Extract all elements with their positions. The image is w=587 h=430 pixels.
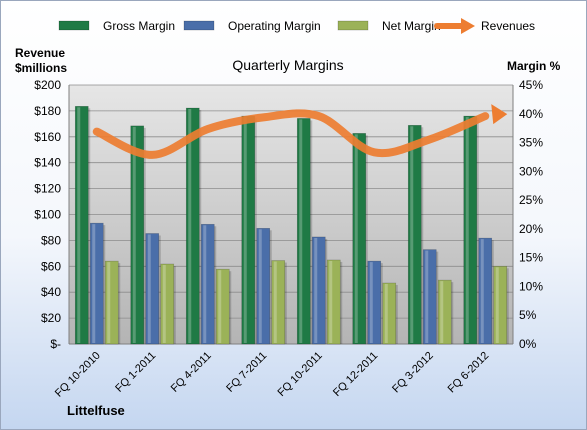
left-axis-tick-label: $40: [41, 285, 61, 299]
x-axis-tick-label: FQ 10-2010: [53, 350, 103, 400]
chart-title: Quarterly Margins: [232, 57, 343, 73]
operating-margin-bar: [367, 260, 382, 345]
right-axis-title: Margin %: [507, 59, 561, 73]
x-axis-tick-label: FQ 12-2011: [331, 350, 380, 399]
net-margin-bar: [493, 265, 508, 345]
operating-margin-bar: [311, 236, 326, 345]
left-axis-tick-label: $20: [41, 311, 61, 325]
left-axis-tick-label: $200: [34, 78, 61, 92]
operating-margin-bar: [145, 233, 160, 345]
net-margin-bar: [437, 279, 452, 345]
gross-margin-bar: [463, 115, 478, 345]
operating-margin-bar-highlight: [203, 225, 207, 343]
left-axis-tick-label: $100: [34, 208, 61, 222]
operating-margin-bar: [478, 237, 493, 345]
x-axis-tick-label: FQ 6-2012: [446, 350, 492, 396]
left-axis-tick-label: $140: [34, 156, 61, 170]
net-margin-bar-highlight: [495, 267, 499, 343]
operating-margin-bar-highlight: [147, 234, 151, 343]
x-axis-tick-label: FQ 7-2011: [224, 350, 269, 395]
legend-arrow-revenues: [461, 18, 475, 34]
right-axis-tick-label: 5%: [519, 308, 537, 322]
operating-margin-bar-highlight: [369, 262, 373, 343]
gross-margin-bar: [130, 125, 145, 345]
net-margin-bar: [215, 268, 230, 345]
x-axis-tick-label: FQ 4-2011: [169, 350, 214, 395]
legend-swatch-operating-margin: [183, 20, 215, 31]
net-margin-bar-highlight: [162, 264, 166, 343]
legend-swatch-gross-margin: [58, 20, 90, 31]
right-axis-tick-label: 40%: [519, 107, 543, 121]
legend-label-gross-margin: Gross Margin: [103, 19, 175, 33]
revenues-line: [92, 109, 490, 159]
gross-margin-bar: [407, 124, 422, 345]
operating-margin-bar: [256, 228, 271, 345]
left-axis-title-line-1: Revenue: [15, 46, 65, 60]
gross-margin-bar: [296, 118, 311, 345]
right-axis-tick-label: 20%: [519, 222, 543, 236]
left-axis-title-line-2: $millions: [15, 61, 67, 75]
gross-margin-bar-highlight: [77, 107, 81, 343]
operating-margin-bar-highlight: [258, 229, 262, 343]
net-margin-bar-highlight: [273, 261, 277, 343]
net-margin-bar: [382, 282, 397, 345]
legend-swatch-net-margin: [337, 20, 369, 31]
operating-margin-bar-highlight: [425, 250, 429, 343]
net-margin-bar-highlight: [440, 281, 444, 343]
legend-label-operating-margin: Operating Margin: [228, 19, 321, 33]
x-axis-tick-label: FQ 10-2011: [275, 350, 324, 399]
operating-margin-bar: [422, 249, 437, 345]
gross-margin-bar-highlight: [132, 126, 136, 343]
gross-margin-bar: [74, 105, 89, 345]
company-label: Littelfuse: [67, 403, 125, 418]
net-margin-bar-highlight: [384, 283, 388, 343]
legend-label-net-margin: Net Margin: [382, 19, 441, 33]
operating-margin-bar: [200, 223, 215, 345]
gross-margin-bar: [241, 115, 256, 345]
legend-label-revenues: Revenues: [481, 19, 535, 33]
right-axis-tick-label: 35%: [519, 136, 543, 150]
gross-margin-bar-highlight: [243, 117, 247, 343]
right-axis-tick-label: 10%: [519, 279, 543, 293]
left-axis-tick-label: $160: [34, 130, 61, 144]
left-axis-tick-label: $180: [34, 104, 61, 118]
net-margin-bar: [104, 260, 119, 345]
gross-margin-bar-highlight: [354, 134, 358, 343]
gross-margin-bar-highlight: [299, 119, 303, 343]
operating-margin-bar: [89, 222, 104, 345]
net-margin-bar-highlight: [107, 262, 111, 343]
net-margin-bar-highlight: [218, 270, 222, 343]
net-margin-bar: [160, 263, 175, 345]
left-axis-tick-label: $80: [41, 233, 61, 247]
operating-margin-bar-highlight: [92, 224, 96, 343]
gross-margin-bar-highlight: [188, 109, 192, 344]
right-axis-tick-label: 0%: [519, 337, 537, 351]
left-axis-tick-label: $120: [34, 182, 61, 196]
right-axis-tick-label: 15%: [519, 251, 543, 265]
right-axis-tick-label: 30%: [519, 164, 543, 178]
right-axis-tick-label: 25%: [519, 193, 543, 207]
right-axis-tick-label: 45%: [519, 78, 543, 92]
left-axis-tick-label: $-: [50, 337, 61, 351]
operating-margin-bar-highlight: [480, 239, 484, 343]
gross-margin-bar: [185, 107, 200, 345]
gross-margin-bar-highlight: [410, 126, 414, 344]
net-margin-bar: [326, 259, 341, 345]
revenues-line-arrowhead: [491, 104, 508, 125]
left-axis-tick-label: $60: [41, 259, 61, 273]
x-axis-tick-label: FQ 3-2012: [390, 350, 436, 396]
net-margin-bar-highlight: [329, 260, 333, 343]
operating-margin-bar-highlight: [314, 237, 318, 343]
net-margin-bar: [271, 260, 286, 345]
gross-margin-bar-highlight: [465, 117, 469, 343]
x-axis-tick-label: FQ 1-2011: [113, 350, 158, 395]
gross-margin-bar: [352, 133, 367, 345]
